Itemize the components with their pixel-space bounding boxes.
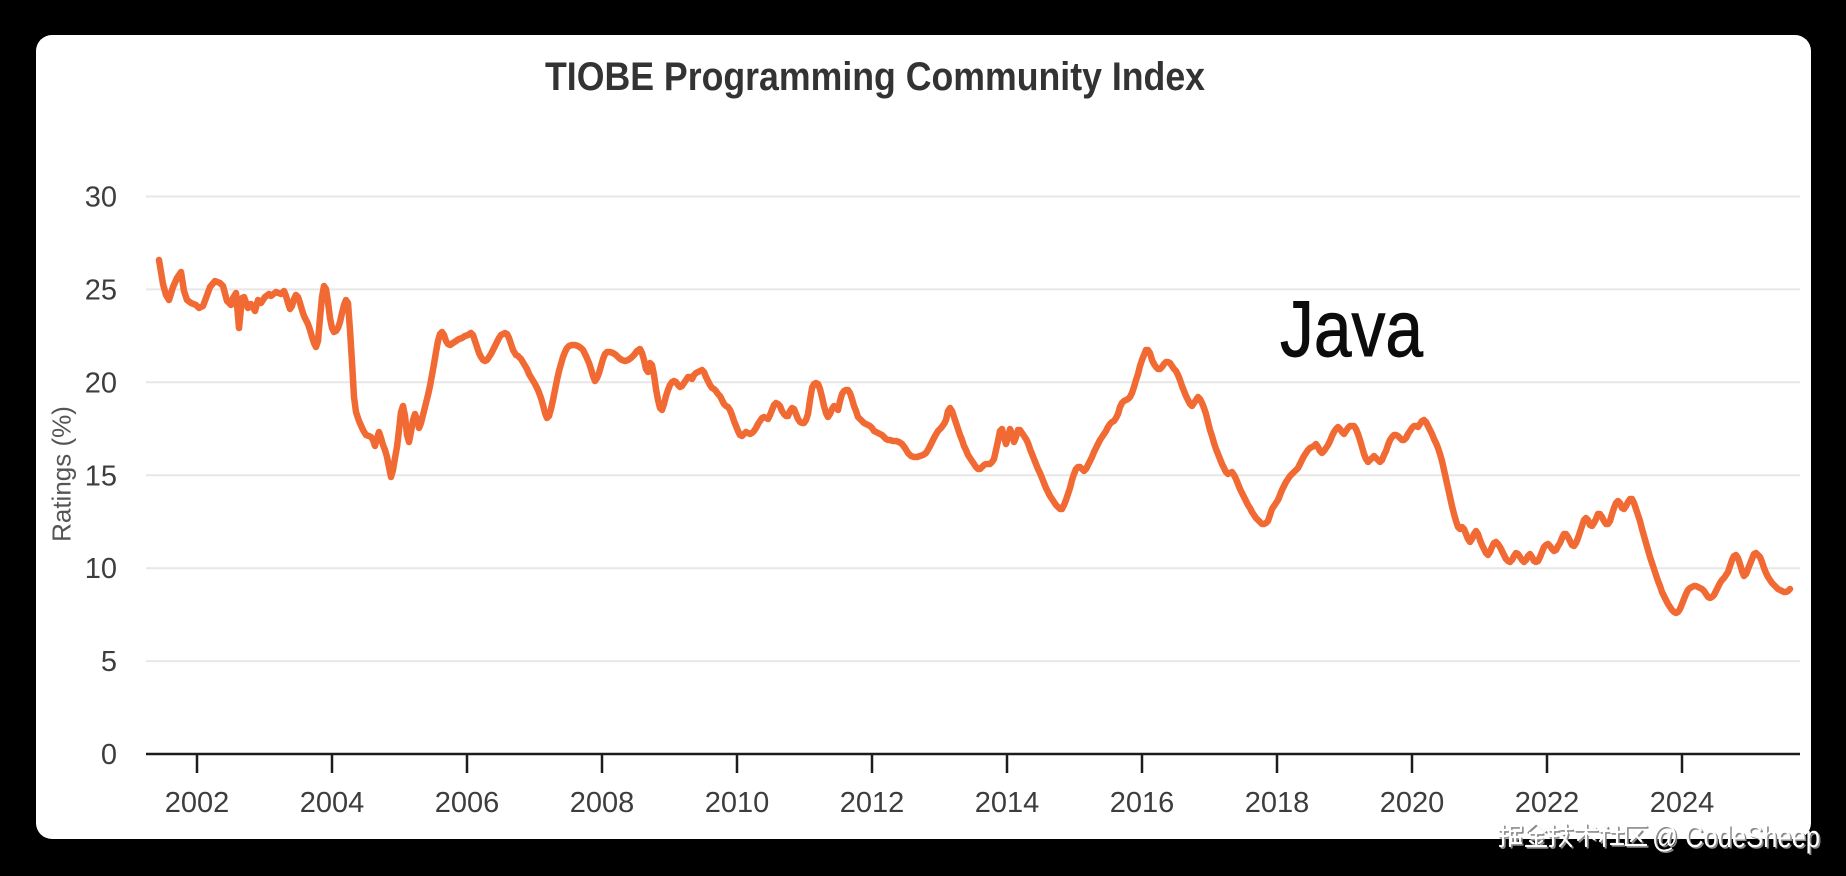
svg-text:2008: 2008 (570, 787, 635, 819)
svg-text:Java: Java (1280, 284, 1423, 373)
svg-text:0: 0 (101, 739, 117, 771)
svg-text:2012: 2012 (840, 787, 905, 819)
svg-text:2018: 2018 (1245, 787, 1310, 819)
svg-text:20: 20 (85, 367, 117, 399)
svg-text:2002: 2002 (165, 787, 230, 819)
svg-text:2016: 2016 (1110, 787, 1175, 819)
svg-text:10: 10 (85, 553, 117, 585)
svg-text:2024: 2024 (1650, 787, 1715, 819)
svg-text:15: 15 (85, 460, 117, 492)
svg-text:5: 5 (101, 646, 117, 678)
svg-text:@ CodeSheep: @ CodeSheep (1652, 819, 1820, 854)
svg-text:Ratings (%): Ratings (%) (47, 406, 77, 542)
svg-text:30: 30 (85, 182, 117, 214)
svg-text:2010: 2010 (705, 787, 770, 819)
svg-text:2020: 2020 (1380, 787, 1445, 819)
svg-text:2006: 2006 (435, 787, 500, 819)
svg-text:TIOBE Programming Community In: TIOBE Programming Community Index (545, 55, 1205, 99)
svg-text:2022: 2022 (1515, 787, 1580, 819)
svg-text:@ CodeSheep: @ CodeSheep (1654, 821, 1822, 856)
svg-text:2004: 2004 (300, 787, 365, 819)
svg-text:25: 25 (85, 274, 117, 306)
svg-text:2014: 2014 (975, 787, 1040, 819)
